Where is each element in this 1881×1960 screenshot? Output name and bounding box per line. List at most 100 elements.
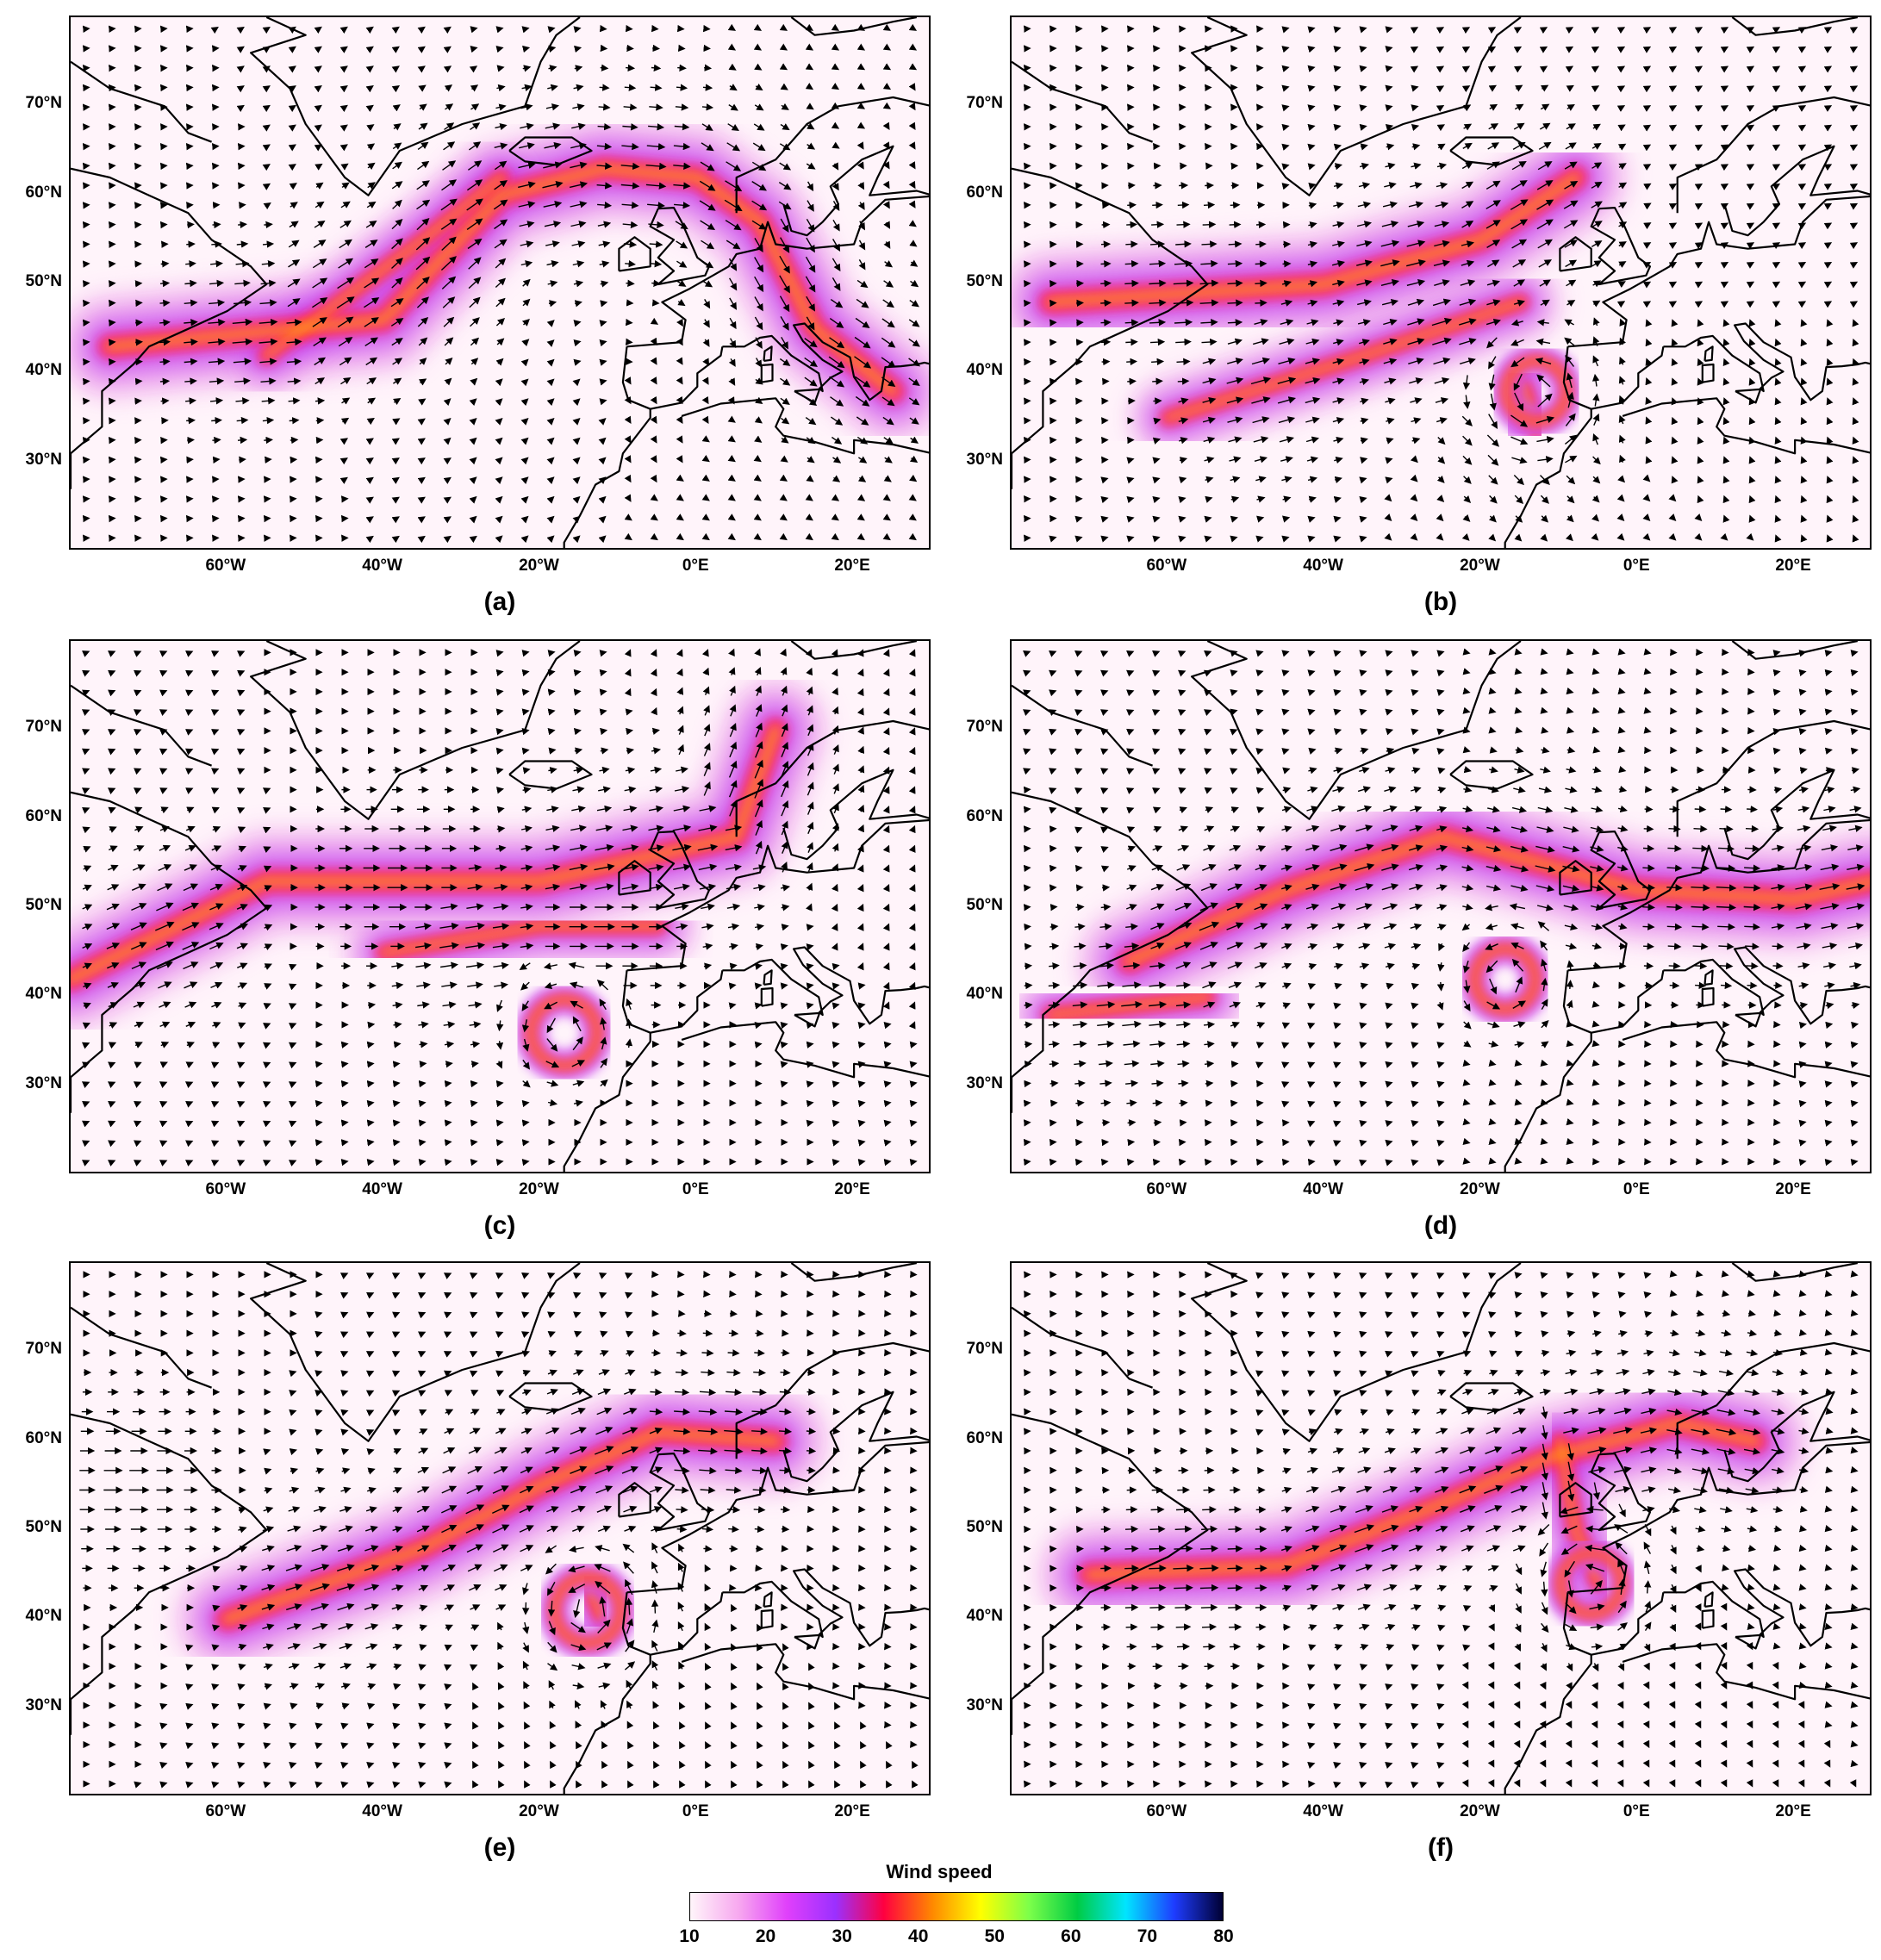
wind-arrow: [1411, 669, 1419, 677]
wind-arrow: [1049, 1040, 1060, 1048]
wind-arrow: [1462, 1098, 1471, 1106]
wind-arrow: [315, 1311, 323, 1319]
wind-arrow: [366, 1722, 375, 1730]
wind-arrow: [806, 1022, 814, 1030]
wind-map: [1010, 16, 1872, 550]
wind-arrow: [1462, 668, 1471, 675]
wind-arrow: [1149, 1545, 1167, 1552]
wind-arrow: [1643, 824, 1654, 833]
wind-arrow: [1824, 1159, 1833, 1167]
wind-arrow: [832, 1080, 840, 1088]
wind-arrow: [1255, 1565, 1267, 1572]
wind-arrow: [1385, 457, 1393, 464]
wind-arrow: [751, 1408, 768, 1416]
wind-arrow: [1488, 687, 1497, 695]
wind-arrow: [186, 240, 196, 248]
wind-arrow: [1824, 669, 1833, 677]
wind-arrow: [1200, 1545, 1219, 1552]
wind-arrow: [159, 358, 171, 366]
wind-arrow: [909, 1099, 918, 1108]
wind-arrow: [1411, 1100, 1419, 1108]
latitude-label: 50°N: [966, 272, 1003, 290]
wind-arrow: [236, 240, 249, 248]
wind-arrow: [857, 1099, 866, 1108]
wind-arrow: [1230, 650, 1238, 657]
wind-arrow: [1126, 476, 1135, 484]
wind-arrow: [1540, 1098, 1548, 1106]
latitude-label: 60°N: [966, 806, 1003, 825]
wind-arrow: [1851, 1021, 1859, 1030]
wind-arrow: [1411, 688, 1419, 697]
wind-arrow: [1100, 1099, 1112, 1107]
panel-caption: (b): [1423, 588, 1458, 616]
wind-arrow: [1177, 201, 1190, 209]
panel-caption: (e): [483, 1833, 516, 1862]
wind-arrow: [1824, 747, 1833, 755]
wind-arrow: [780, 1505, 791, 1514]
wind-arrow: [1643, 687, 1652, 695]
wind-arrow: [1825, 1021, 1834, 1030]
wind-arrow: [366, 1139, 375, 1147]
wind-arrow: [573, 688, 582, 696]
wind-arrow: [1255, 221, 1267, 229]
longitude-label: 20°E: [834, 557, 870, 575]
wind-arrow: [726, 1369, 741, 1377]
wind-arrow: [1824, 688, 1833, 696]
wind-arrow: [1566, 1040, 1574, 1048]
wind-arrow: [1281, 104, 1290, 112]
wind-arrow: [1049, 1099, 1058, 1107]
wind-arrow: [909, 1159, 918, 1167]
wind-arrow: [1049, 962, 1060, 970]
wind-arrow: [753, 1368, 766, 1377]
latitude-label: 70°N: [25, 1340, 62, 1359]
wind-arrow: [1850, 1041, 1859, 1048]
wind-arrow: [1124, 279, 1139, 288]
wind-arrow: [573, 320, 582, 327]
wind-arrow: [1205, 1080, 1214, 1087]
longitude-label: 0°E: [682, 1802, 709, 1820]
wind-arrow: [340, 1061, 349, 1068]
wind-arrow: [1333, 708, 1342, 716]
wind-arrow: [674, 1388, 690, 1397]
wind-arrow: [1075, 1099, 1085, 1107]
wind-arrow: [806, 962, 814, 971]
wind-map: [69, 1261, 931, 1795]
wind-arrow: [1514, 687, 1523, 695]
wind-arrow: [340, 1428, 349, 1436]
wind-arrow: [1281, 669, 1290, 677]
wind-arrow: [470, 45, 478, 53]
wind-arrow: [1798, 1080, 1807, 1088]
wind-arrow: [1798, 708, 1807, 716]
wind-arrow: [883, 1022, 892, 1030]
wind-arrow: [806, 924, 814, 931]
wind-arrow: [444, 1722, 452, 1730]
wind-arrow: [262, 416, 275, 425]
wind-arrow: [1747, 806, 1758, 813]
wind-arrow: [211, 1781, 220, 1789]
wind-arrow: [1049, 1080, 1059, 1087]
wind-arrow: [1176, 358, 1191, 366]
wind-arrow: [806, 1447, 817, 1455]
wind-arrow: [1668, 961, 1681, 970]
panel-caption: (a): [483, 588, 516, 616]
wind-arrow: [676, 1525, 688, 1534]
longitude-label: 20°W: [1460, 1180, 1500, 1198]
wind-arrow: [1359, 708, 1367, 716]
wind-arrow: [1359, 650, 1367, 657]
wind-arrow: [883, 1041, 892, 1048]
wind-arrow: [159, 299, 171, 307]
wind-arrow: [1566, 706, 1574, 714]
wind-arrow: [1255, 1584, 1267, 1592]
wind-arrow: [289, 1722, 297, 1730]
wind-arrow: [1307, 708, 1316, 716]
wind-arrow: [1178, 495, 1187, 504]
wind-arrow: [1204, 1041, 1215, 1048]
wind-arrow: [1333, 1042, 1342, 1049]
wind-arrow: [1126, 495, 1135, 504]
wind-arrow: [1385, 1100, 1393, 1108]
wind-arrow: [1152, 1099, 1163, 1107]
wind-arrow: [1333, 669, 1342, 677]
wind-arrow: [1359, 1061, 1367, 1068]
wind-arrow: [1692, 844, 1709, 853]
wind-arrow: [392, 1722, 401, 1730]
